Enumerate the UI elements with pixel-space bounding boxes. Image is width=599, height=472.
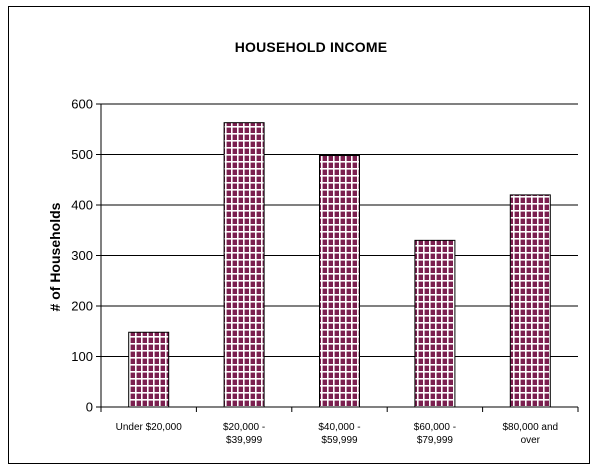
chart: HOUSEHOLD INCOME 0 100 200 300 400 500 600 Und… <box>47 39 579 446</box>
x-tick-label: $39,999 <box>226 435 263 446</box>
y-tick-label: 500 <box>71 147 93 162</box>
y-tick-label: 0 <box>86 400 93 415</box>
bar <box>319 155 360 408</box>
x-tick-label: over <box>521 435 541 446</box>
y-tick-label: 200 <box>71 299 93 314</box>
y-tick-label: 400 <box>71 198 93 213</box>
x-tick-label: Under $20,000 <box>116 422 183 433</box>
bar <box>509 194 551 408</box>
bar <box>223 122 265 408</box>
bar <box>414 239 456 408</box>
bars <box>128 122 551 408</box>
chart-title: HOUSEHOLD INCOME <box>235 39 388 55</box>
y-tick-label: 600 <box>71 97 93 112</box>
chart-frame: HOUSEHOLD INCOME 0 100 200 300 400 500 600 Und… <box>8 6 590 464</box>
bar <box>128 331 170 408</box>
x-tick-label: $79,999 <box>417 435 454 446</box>
x-tick-label: $60,000 - <box>414 422 456 433</box>
x-tick-label: $80,000 and <box>502 422 558 433</box>
x-tick-label: $59,999 <box>321 435 358 446</box>
x-tick-label: $40,000 - <box>318 422 360 433</box>
y-tick-label: 300 <box>71 248 93 263</box>
x-tick-labels: Under $20,000 $20,000 - $39,999 $40,000 - $5… <box>116 422 558 446</box>
y-tick-label: 100 <box>71 349 93 364</box>
y-tick-labels: 0 100 200 300 400 500 600 <box>71 97 93 415</box>
y-axis-label: # of Households <box>47 202 63 311</box>
x-tick-label: $20,000 - <box>223 422 265 433</box>
